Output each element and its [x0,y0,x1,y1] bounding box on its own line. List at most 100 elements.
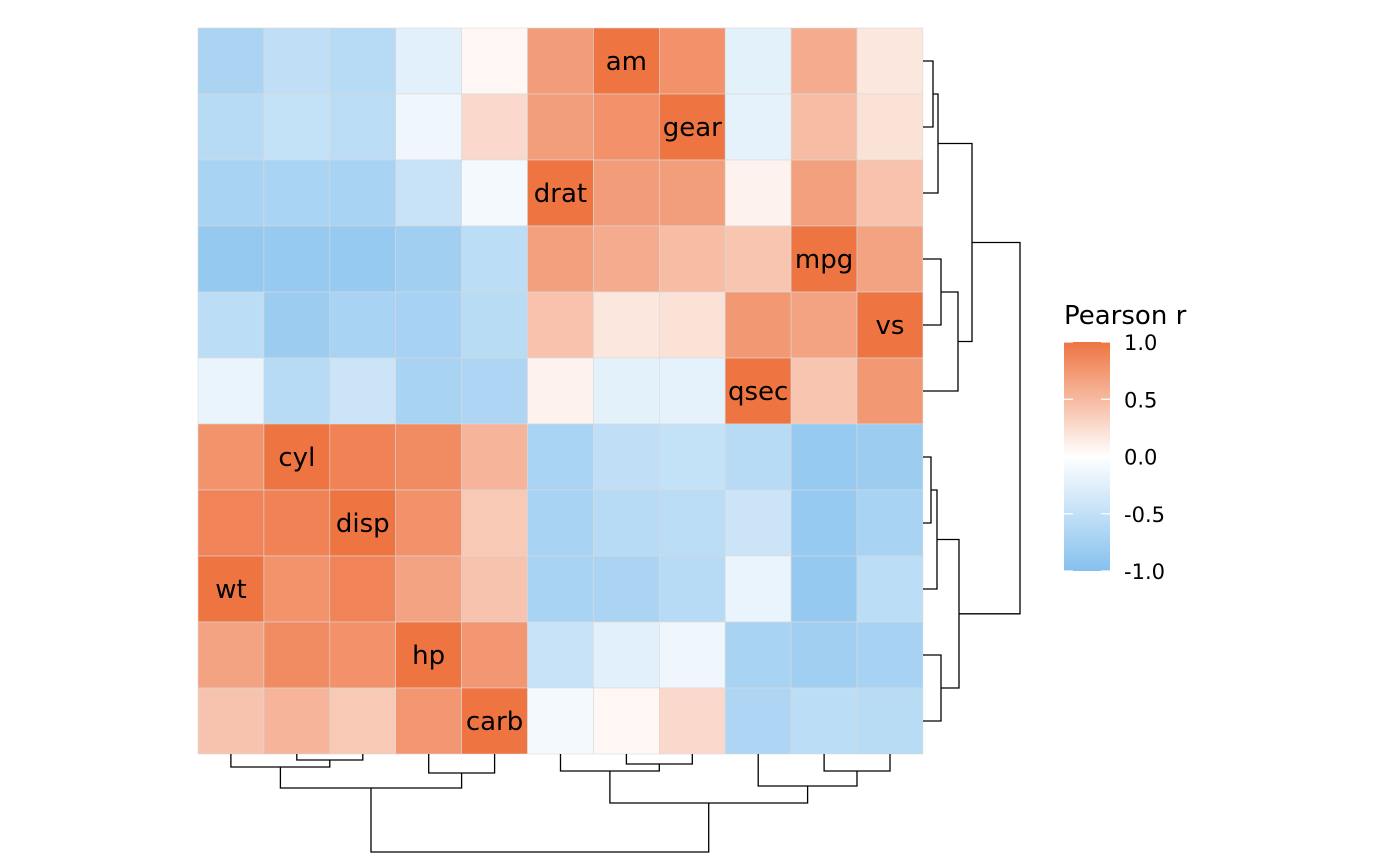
label-mpg: mpg [795,245,853,275]
cell-qsec-qsec [724,357,792,425]
cell-qsec-vs [856,357,924,425]
cell-cyl-am [593,423,660,491]
label-vs: vs [875,311,904,341]
cell-am-mpg [790,27,858,95]
color-legend: Pearson r 1.0 0.5 0.0 -0.5 -1.0 [1064,301,1187,584]
label-am: am [606,47,647,77]
cell-gear-qsec [724,93,792,161]
cell-hp-hp [395,621,462,689]
cell-wt-mpg [790,555,858,623]
cell-carb-gear [658,687,726,755]
cell-wt-hp [395,555,462,623]
cell-disp-qsec [724,489,792,557]
cell-vs-disp [329,291,396,359]
label-qsec: qsec [728,377,788,407]
cell-vs-carb [461,291,528,359]
cell-qsec-mpg [790,357,858,425]
cell-wt-gear [658,555,726,623]
legend-tick-label: 0.5 [1124,388,1157,412]
cell-disp-wt [197,489,265,557]
diagonal-labels: am gear drat mpg vs qsec cyl disp wt hp carb [215,47,904,737]
cell-hp-cyl [263,621,331,689]
row-dendro-cyl-disp [923,456,932,524]
cell-qsec-wt [197,357,265,425]
cell-wt-am [593,555,660,623]
cell-cyl-qsec [724,423,792,491]
label-drat: drat [534,179,587,209]
row-dendro-hp-carb [923,654,942,722]
cell-gear-disp [329,93,396,161]
heatmap-cells [197,27,924,755]
cell-cyl-disp [329,423,396,491]
cell-carb-cyl [263,687,331,755]
legend-tick-label: -0.5 [1124,503,1165,527]
cell-cyl-hp [395,423,462,491]
cell-disp-cyl [263,489,331,557]
cell-vs-cyl [263,291,331,359]
cell-am-vs [856,27,924,95]
col-dendro-drat-amgear [559,754,660,772]
col-dendro-mpg-vs [823,754,891,772]
col-dendro-hp-carb [428,754,496,774]
col-dendro-root [370,788,710,853]
cell-am-cyl [263,27,331,95]
label-disp: disp [336,509,390,539]
cell-cyl-gear [658,423,726,491]
legend-ticks: 1.0 0.5 0.0 -0.5 -1.0 [1064,331,1165,584]
cell-gear-carb [461,93,528,161]
cell-carb-disp [329,687,396,755]
cell-carb-vs [856,687,924,755]
cell-hp-qsec [724,621,792,689]
cell-carb-mpg [790,687,858,755]
cell-disp-drat [527,489,594,557]
row-dendro-bottom-merge [937,538,960,689]
cell-mpg-gear [658,225,726,293]
cell-qsec-cyl [263,357,331,425]
cell-wt-disp [329,555,396,623]
cell-gear-vs [856,93,924,161]
cell-mpg-carb [461,225,528,293]
cell-gear-gear [658,93,726,161]
cell-drat-am [593,159,660,227]
label-gear: gear [663,113,722,143]
cell-am-hp [395,27,462,95]
cell-cyl-mpg [790,423,858,491]
col-dendro-left-merge [279,767,463,789]
row-dendro-am-gear [923,60,934,128]
cell-carb-hp [395,687,462,755]
cell-gear-mpg [790,93,858,161]
cell-drat-cyl [263,159,331,227]
cell-vs-qsec [724,291,792,359]
cell-qsec-gear [658,357,726,425]
cell-hp-carb [461,621,528,689]
col-dendro-am-gear [625,754,693,765]
label-hp: hp [412,641,445,671]
cell-drat-hp [395,159,462,227]
cell-gear-wt [197,93,265,161]
cell-vs-hp [395,291,462,359]
cell-carb-drat [527,687,594,755]
cell-hp-drat [527,621,594,689]
cell-mpg-drat [527,225,594,293]
cell-cyl-wt [197,423,265,491]
legend-tick-label: 0.0 [1124,446,1157,470]
col-dendro-qsec-mpgvs [757,754,858,787]
cell-vs-wt [197,291,265,359]
cell-mpg-mpg [790,225,858,293]
cell-mpg-disp [329,225,396,293]
cell-am-qsec [724,27,792,95]
cell-qsec-am [593,357,660,425]
cell-disp-carb [461,489,528,557]
cell-mpg-hp [395,225,462,293]
cell-wt-vs [856,555,924,623]
cell-wt-qsec [724,555,792,623]
row-dendro-mpg-vs [923,258,942,326]
cell-disp-vs [856,489,924,557]
cell-hp-vs [856,621,924,689]
row-dendro-top-merge [938,142,973,343]
cell-mpg-wt [197,225,265,293]
cell-mpg-qsec [724,225,792,293]
cell-disp-am [593,489,660,557]
cell-carb-am [593,687,660,755]
